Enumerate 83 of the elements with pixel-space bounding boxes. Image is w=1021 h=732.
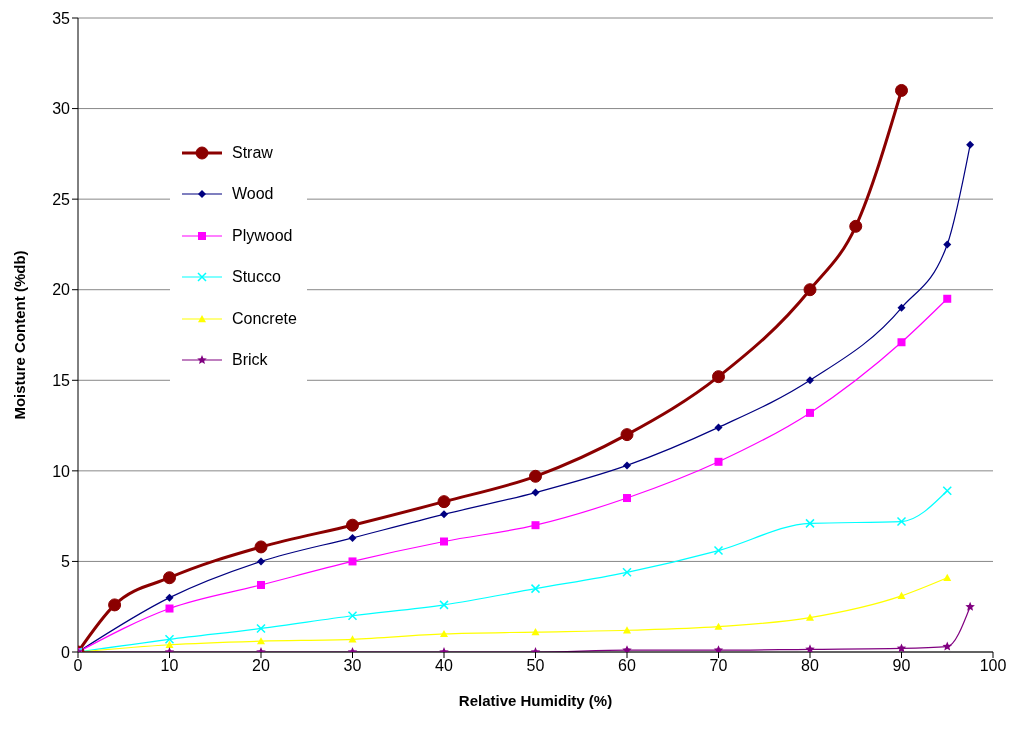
point	[943, 294, 952, 303]
point	[942, 641, 953, 651]
point	[529, 469, 542, 483]
x-tick-label: 30	[343, 657, 362, 675]
y-tick-label: 15	[52, 371, 71, 389]
point	[165, 593, 174, 602]
point	[714, 423, 723, 432]
x-tick-label: 80	[801, 657, 819, 675]
point	[254, 540, 268, 554]
point	[965, 601, 975, 611]
point	[165, 640, 174, 648]
legend-label: Straw	[232, 143, 273, 162]
point	[943, 573, 952, 581]
point	[347, 611, 358, 621]
point	[620, 428, 634, 442]
x-tick-label: 10	[160, 657, 179, 675]
point	[165, 604, 174, 613]
point	[163, 571, 176, 585]
point	[943, 240, 952, 249]
legend-label: Plywood	[232, 226, 293, 245]
y-axis-title: Moisture Content (%db)	[11, 250, 29, 420]
point	[439, 600, 449, 610]
y-tick-label: 20	[52, 281, 71, 299]
point	[348, 557, 357, 566]
point	[440, 510, 448, 519]
x-tick-label: 0	[73, 657, 83, 675]
point	[530, 583, 541, 594]
point	[623, 461, 631, 470]
point	[622, 567, 632, 578]
x-tick-label: 70	[709, 657, 728, 675]
point	[897, 591, 906, 600]
point	[806, 408, 814, 417]
x-tick-label: 90	[892, 657, 911, 675]
legend-label: Wood	[232, 185, 274, 204]
point	[531, 488, 540, 497]
point	[806, 613, 814, 621]
point	[531, 628, 540, 636]
point	[805, 644, 815, 652]
legend-label: Brick	[232, 351, 268, 370]
point	[256, 623, 266, 634]
point	[348, 533, 357, 542]
point	[897, 338, 906, 347]
point	[346, 518, 359, 532]
point	[437, 495, 451, 509]
y-tick-label: 30	[52, 100, 71, 118]
point	[714, 622, 723, 630]
point	[966, 140, 975, 149]
point	[896, 643, 907, 652]
point	[803, 283, 817, 297]
x-axis-title: Relative Humidity (%)	[458, 692, 613, 709]
y-tick-label: 10	[52, 462, 71, 480]
y-tick-label: 0	[61, 643, 71, 661]
point	[348, 635, 357, 643]
y-tick-label: 35	[52, 9, 71, 27]
point	[849, 219, 863, 233]
y-tick-label: 5	[61, 553, 71, 571]
point	[108, 598, 122, 612]
x-tick-label: 100	[979, 657, 1007, 675]
point	[942, 486, 952, 496]
point	[257, 580, 265, 589]
point	[623, 494, 631, 503]
point	[622, 645, 632, 652]
legend-label: Stucco	[232, 268, 281, 287]
x-tick-label: 60	[618, 657, 636, 675]
point	[257, 637, 265, 645]
x-tick-label: 20	[252, 657, 270, 675]
point	[806, 376, 814, 385]
point	[805, 518, 815, 529]
point	[896, 516, 907, 527]
point	[714, 457, 723, 466]
x-tick-label: 50	[526, 657, 545, 675]
point	[897, 303, 906, 312]
x-tick-label: 40	[435, 657, 453, 675]
point	[440, 537, 448, 546]
point	[440, 629, 448, 638]
point	[164, 634, 175, 645]
point	[712, 370, 725, 384]
point	[257, 557, 265, 566]
point	[531, 521, 540, 530]
y-tick-label: 25	[52, 190, 71, 208]
point	[713, 545, 724, 556]
legend-label: Concrete	[232, 309, 297, 328]
point	[895, 83, 908, 97]
